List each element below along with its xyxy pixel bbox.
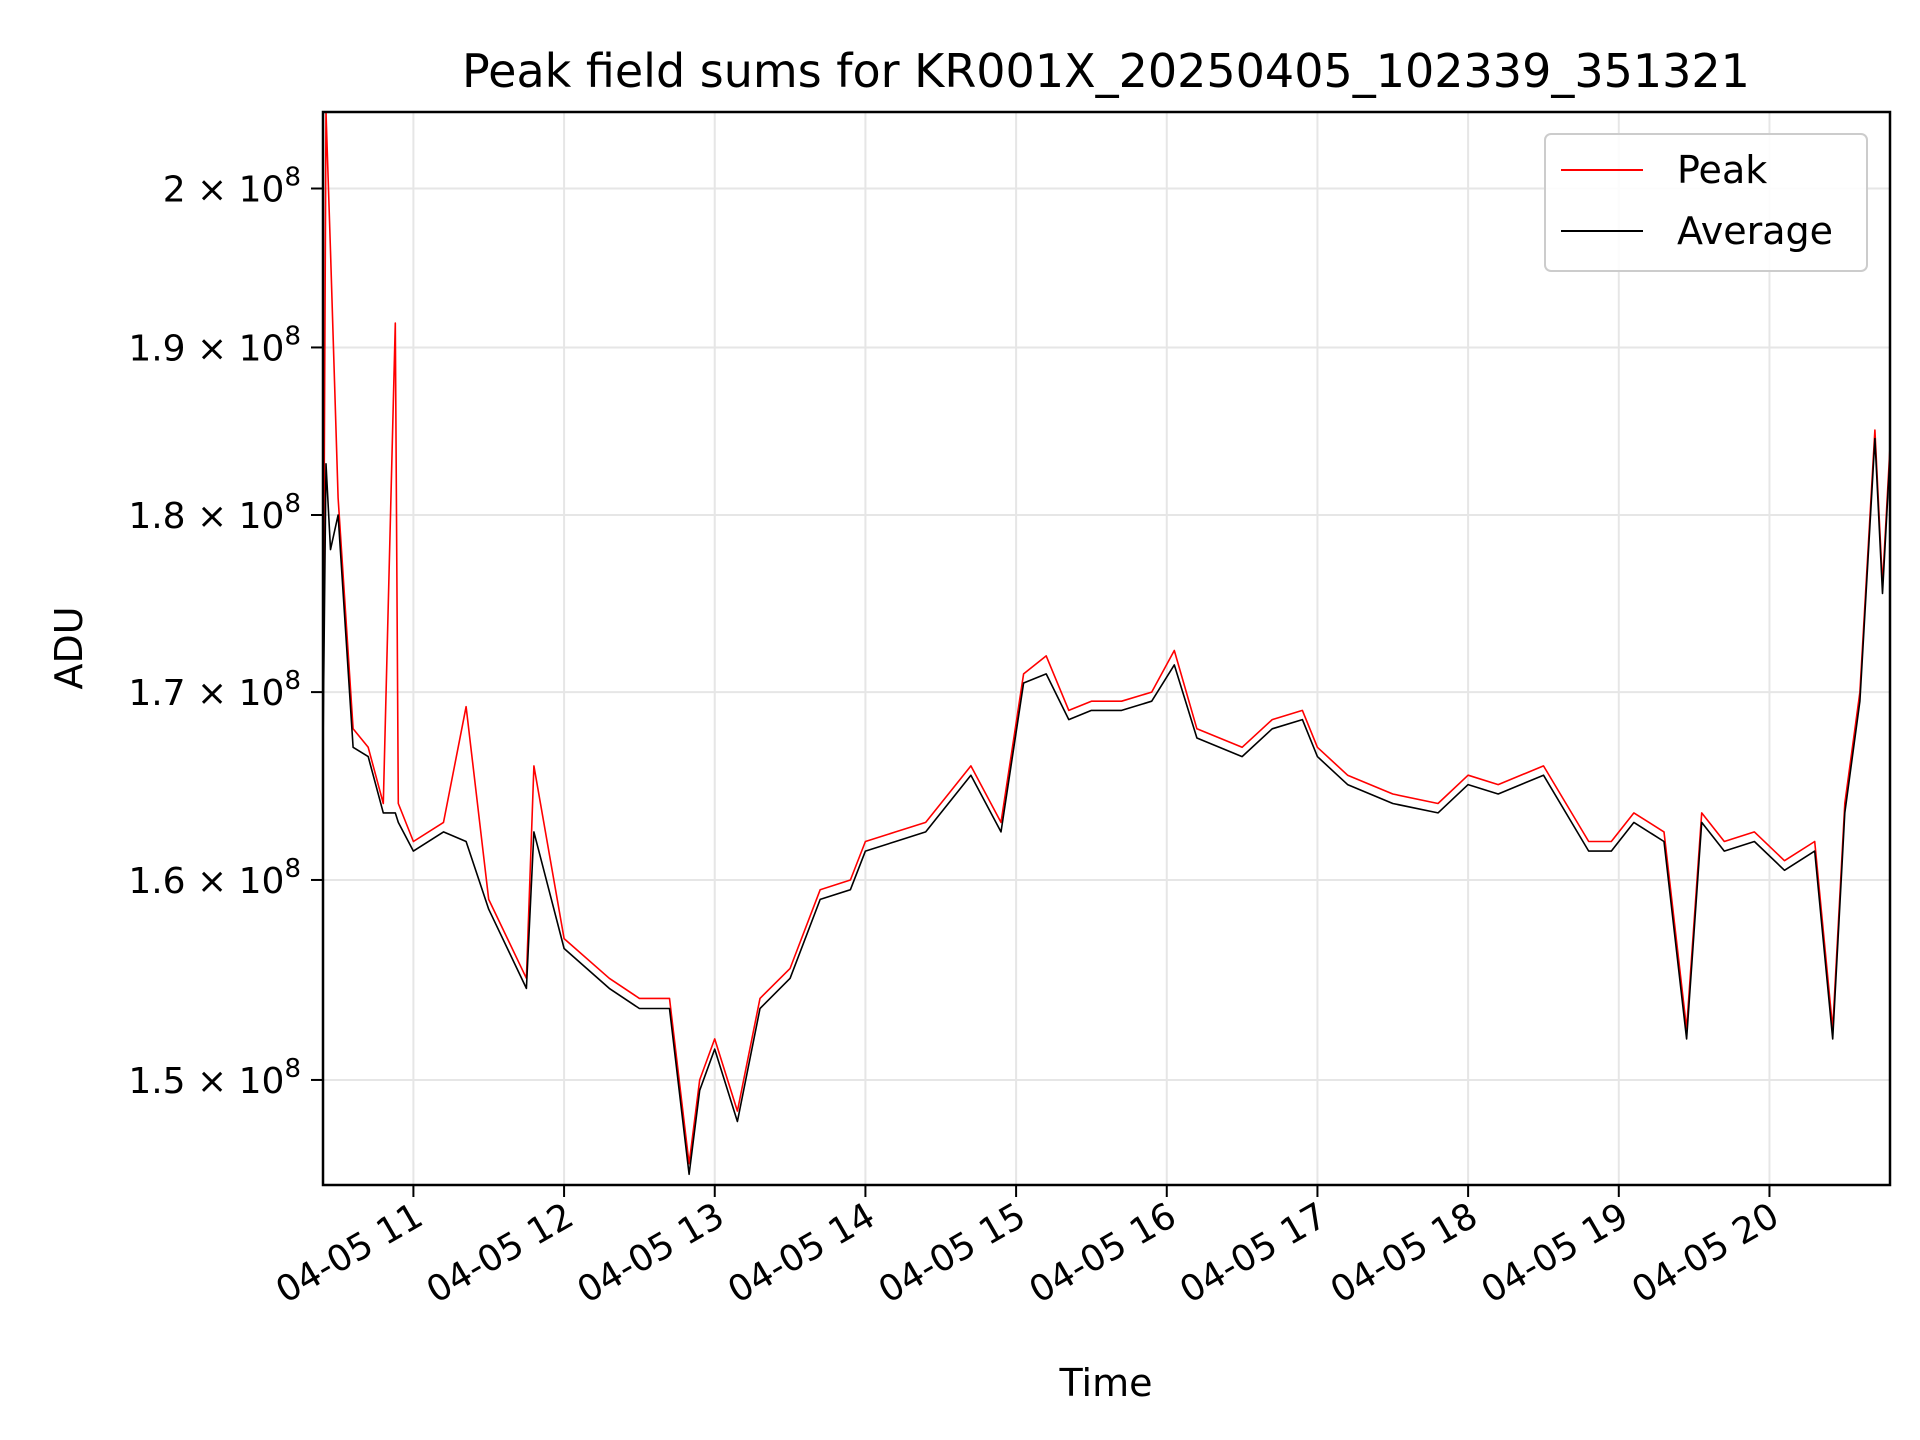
- x-tick-label: 04-05 12: [420, 1195, 581, 1311]
- y-tick-label: 1.7 × 108: [128, 666, 301, 714]
- x-tick-label: 04-05 14: [721, 1195, 882, 1311]
- x-tick-label: 04-05 11: [269, 1195, 430, 1311]
- y-tick-label: 1.9 × 108: [128, 321, 301, 369]
- y-tick-label: 2 × 108: [163, 163, 301, 211]
- plot-area: [322, 111, 1891, 1176]
- y-tick-label: 1.8 × 108: [128, 489, 301, 537]
- y-tick-label: 1.6 × 108: [128, 854, 301, 902]
- legend-label-peak: Peak: [1677, 148, 1767, 192]
- x-tick-label: 04-05 15: [872, 1195, 1033, 1311]
- legend-label-average: Average: [1677, 209, 1833, 253]
- y-axis-label: ADU: [47, 606, 91, 689]
- x-tick-label: 04-05 20: [1625, 1195, 1786, 1311]
- x-tick-label: 04-05 13: [571, 1195, 732, 1311]
- plot-frame: [321, 110, 1892, 1187]
- legend-box: [1544, 133, 1868, 272]
- y-tick-label: 1.5 × 108: [128, 1054, 301, 1102]
- series-line-average: [322, 437, 1891, 1176]
- grid: [323, 112, 1890, 1185]
- x-axis-label: Time: [1059, 1361, 1153, 1405]
- x-tick-label: 04-05 16: [1023, 1195, 1184, 1311]
- y-axis: 1.5 × 108 1.6 × 108 1.7 × 108 1.8 × 108 1.9 …: [128, 163, 323, 1102]
- chart-title: Peak field sums for KR001X_20250405_1023…: [462, 44, 1750, 98]
- x-tick-label: 04-05 19: [1475, 1195, 1636, 1311]
- x-tick-label: 04-05 17: [1173, 1195, 1334, 1311]
- legend: Peak Average: [1544, 133, 1868, 272]
- x-tick-label: 04-05 18: [1324, 1195, 1485, 1311]
